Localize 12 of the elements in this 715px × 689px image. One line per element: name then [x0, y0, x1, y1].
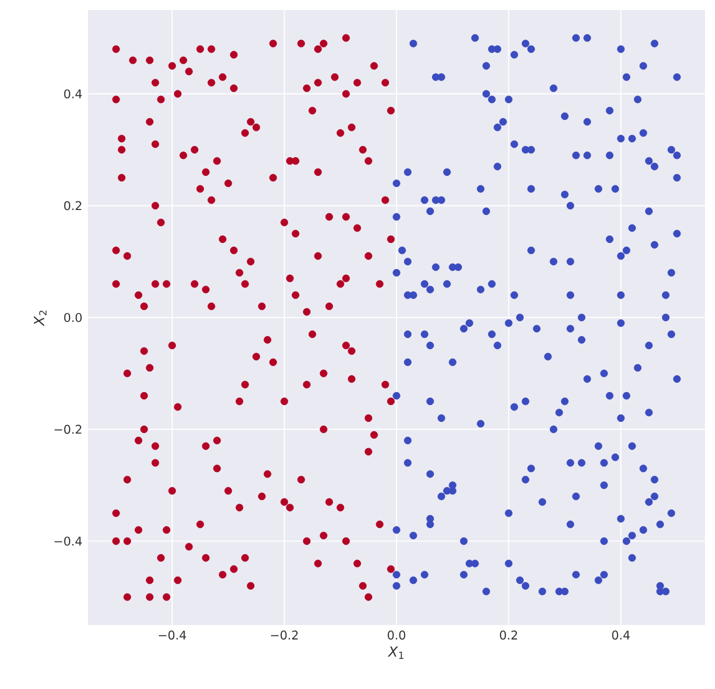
x-tick-label: −0.2	[271, 630, 298, 640]
x-axis-title: X$_{1}$	[388, 646, 404, 659]
x-tick-label: 0.2	[500, 630, 518, 640]
x-tick-label: 0.4	[612, 630, 630, 640]
x-tick-label: −0.4	[158, 630, 186, 640]
y-tick-label: −0.2	[54, 424, 82, 434]
y-tick-label: 0.2	[64, 201, 82, 210]
y-axis-title: X$_{2}$	[34, 310, 46, 326]
x-tick-label: 0.0	[388, 630, 406, 640]
y-tick-label: 0.0	[64, 312, 82, 322]
y-tick-label: −0.4	[54, 536, 82, 546]
y-tick-label: 0.4	[64, 89, 82, 98]
